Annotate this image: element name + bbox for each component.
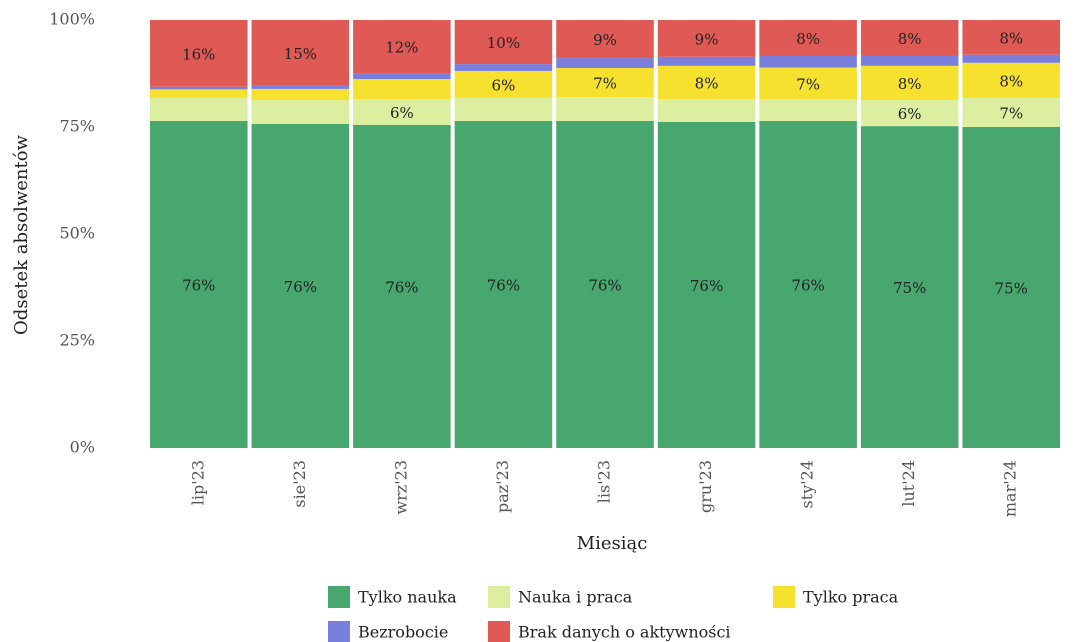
bar-segment <box>353 73 451 80</box>
bar-segment <box>454 20 553 65</box>
data-label: 8% <box>999 29 1023 47</box>
bar-segment <box>657 56 756 66</box>
data-label: 8% <box>999 72 1023 90</box>
y-tick-label: 25% <box>59 331 95 350</box>
legend-swatch <box>488 586 510 608</box>
bar-segment <box>962 62 1060 98</box>
bar-segment <box>353 124 451 449</box>
legend-label: Nauka i praca <box>518 588 633 607</box>
bar-segment <box>860 65 959 101</box>
bar-segment <box>759 20 857 56</box>
data-label: 6% <box>390 104 414 122</box>
x-tick-label: mar'24 <box>1001 460 1020 517</box>
x-tick-label: lis'23 <box>595 460 614 503</box>
x-tick-label: wrz'23 <box>391 460 410 515</box>
bar-segment <box>657 65 756 100</box>
bar-segment <box>454 70 553 98</box>
bar-segment <box>759 99 857 122</box>
y-axis-title: Odsetek absolwentów <box>11 134 32 334</box>
bar-segment <box>556 97 654 122</box>
data-label: 15% <box>284 45 317 63</box>
bar-segment <box>556 121 654 449</box>
bar-segment <box>353 20 451 74</box>
bar-segment <box>556 20 654 59</box>
bar-segment <box>962 20 1060 55</box>
data-label: 9% <box>593 31 617 49</box>
bar-segment <box>962 97 1060 127</box>
data-label: 7% <box>999 104 1023 122</box>
x-tick-label: gru'23 <box>696 460 715 513</box>
bar-segment <box>962 54 1060 63</box>
bar-segment <box>556 67 654 98</box>
data-label: 75% <box>995 280 1028 298</box>
x-axis-title: Miesiąc <box>577 533 648 554</box>
bar-segment <box>454 97 553 122</box>
legend-swatch <box>328 621 350 642</box>
y-tick-label: 50% <box>59 224 95 243</box>
data-label: 76% <box>588 277 621 295</box>
data-label: 6% <box>898 105 922 123</box>
x-tick-label: lip'23 <box>188 460 207 505</box>
bar-segment <box>860 126 959 449</box>
legend-swatch <box>488 621 510 642</box>
data-label: 76% <box>487 277 520 295</box>
bar-segment <box>251 20 350 86</box>
y-tick-label: 0% <box>70 438 95 457</box>
data-label: 76% <box>284 278 317 296</box>
data-label: 76% <box>690 277 723 295</box>
bar-segment <box>150 97 248 122</box>
bar-segment <box>150 20 248 87</box>
bar-segment <box>657 20 756 57</box>
data-label: 76% <box>791 277 824 295</box>
data-label: 8% <box>695 74 719 92</box>
bar-segment <box>251 100 350 125</box>
legend-label: Tylko nauka <box>358 588 457 607</box>
x-tick-label: paz'23 <box>493 460 512 513</box>
y-tick-label: 75% <box>59 117 95 136</box>
x-tick-label: lut'24 <box>899 460 918 507</box>
data-label: 76% <box>385 278 418 296</box>
bar-segment <box>962 127 1060 448</box>
bar-segment <box>759 55 857 68</box>
bar-segment <box>150 86 248 90</box>
bar-segment <box>860 20 959 56</box>
bar-segment <box>150 121 248 449</box>
bar-segment <box>251 88 350 101</box>
bar-segment <box>860 100 959 127</box>
bar-segment <box>251 85 350 89</box>
legend-swatch <box>328 586 350 608</box>
x-tick-label: sie'23 <box>290 460 309 508</box>
data-label: 7% <box>593 74 617 92</box>
x-tick-label: sty'24 <box>798 460 817 508</box>
legend-label: Bezrobocie <box>358 623 448 642</box>
bar-segment <box>657 121 756 448</box>
bar-segment <box>759 121 857 449</box>
data-label: 6% <box>492 76 516 94</box>
data-label: 8% <box>898 75 922 93</box>
data-label: 75% <box>893 279 926 297</box>
bar-segment <box>657 99 756 122</box>
bar-segment <box>454 121 553 449</box>
bar-segment <box>251 124 350 448</box>
data-label: 8% <box>796 30 820 48</box>
legend-swatch <box>773 586 795 608</box>
data-label: 8% <box>898 30 922 48</box>
bar-segment <box>556 58 654 68</box>
legend-label: Brak danych o aktywności <box>518 623 731 642</box>
data-label: 16% <box>182 45 215 63</box>
data-label: 9% <box>695 30 719 48</box>
bar-segment <box>353 79 451 100</box>
y-tick-label: 100% <box>49 10 95 29</box>
bar-segment <box>454 64 553 71</box>
data-label: 12% <box>385 39 418 57</box>
bar-segment <box>759 67 857 100</box>
legend-label: Tylko praca <box>803 588 899 607</box>
data-label: 10% <box>487 34 520 52</box>
data-label: 7% <box>796 75 820 93</box>
bar-segment <box>150 89 248 98</box>
bar-segment <box>353 99 451 125</box>
data-label: 76% <box>182 277 215 295</box>
bar-segment <box>860 55 959 66</box>
